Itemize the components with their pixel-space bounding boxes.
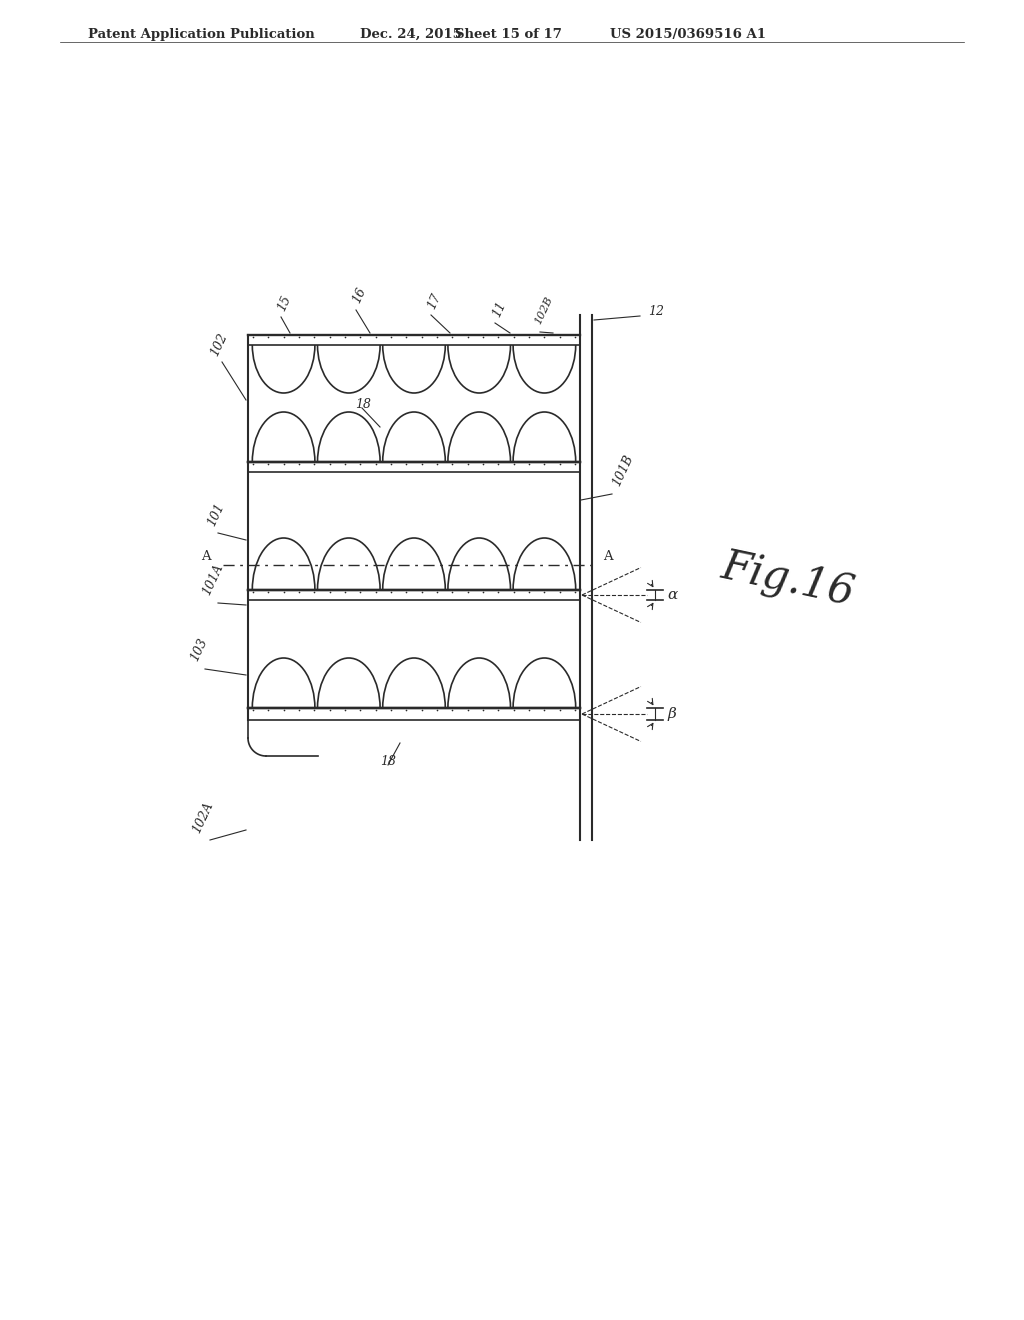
Text: A: A — [603, 550, 612, 564]
Text: Patent Application Publication: Patent Application Publication — [88, 28, 314, 41]
Text: 11: 11 — [490, 300, 509, 319]
Text: Dec. 24, 2015: Dec. 24, 2015 — [360, 28, 462, 41]
Text: α: α — [667, 587, 677, 602]
Text: 15: 15 — [275, 293, 294, 313]
Text: 103: 103 — [188, 636, 210, 663]
Text: 101B: 101B — [610, 453, 636, 488]
Text: 101: 101 — [205, 500, 227, 528]
Text: 17: 17 — [425, 290, 443, 312]
Text: 16: 16 — [350, 285, 369, 305]
Text: 12: 12 — [648, 305, 664, 318]
Text: 102B: 102B — [534, 296, 555, 326]
Text: 101A: 101A — [200, 561, 225, 597]
Text: A: A — [201, 550, 211, 564]
Text: 102: 102 — [208, 331, 230, 358]
Text: 18: 18 — [355, 399, 371, 411]
Text: Sheet 15 of 17: Sheet 15 of 17 — [455, 28, 562, 41]
Text: 102A: 102A — [190, 800, 216, 836]
Text: β: β — [667, 708, 676, 721]
Text: 18: 18 — [380, 755, 396, 768]
Text: Fig.16: Fig.16 — [718, 545, 859, 615]
Text: US 2015/0369516 A1: US 2015/0369516 A1 — [610, 28, 766, 41]
